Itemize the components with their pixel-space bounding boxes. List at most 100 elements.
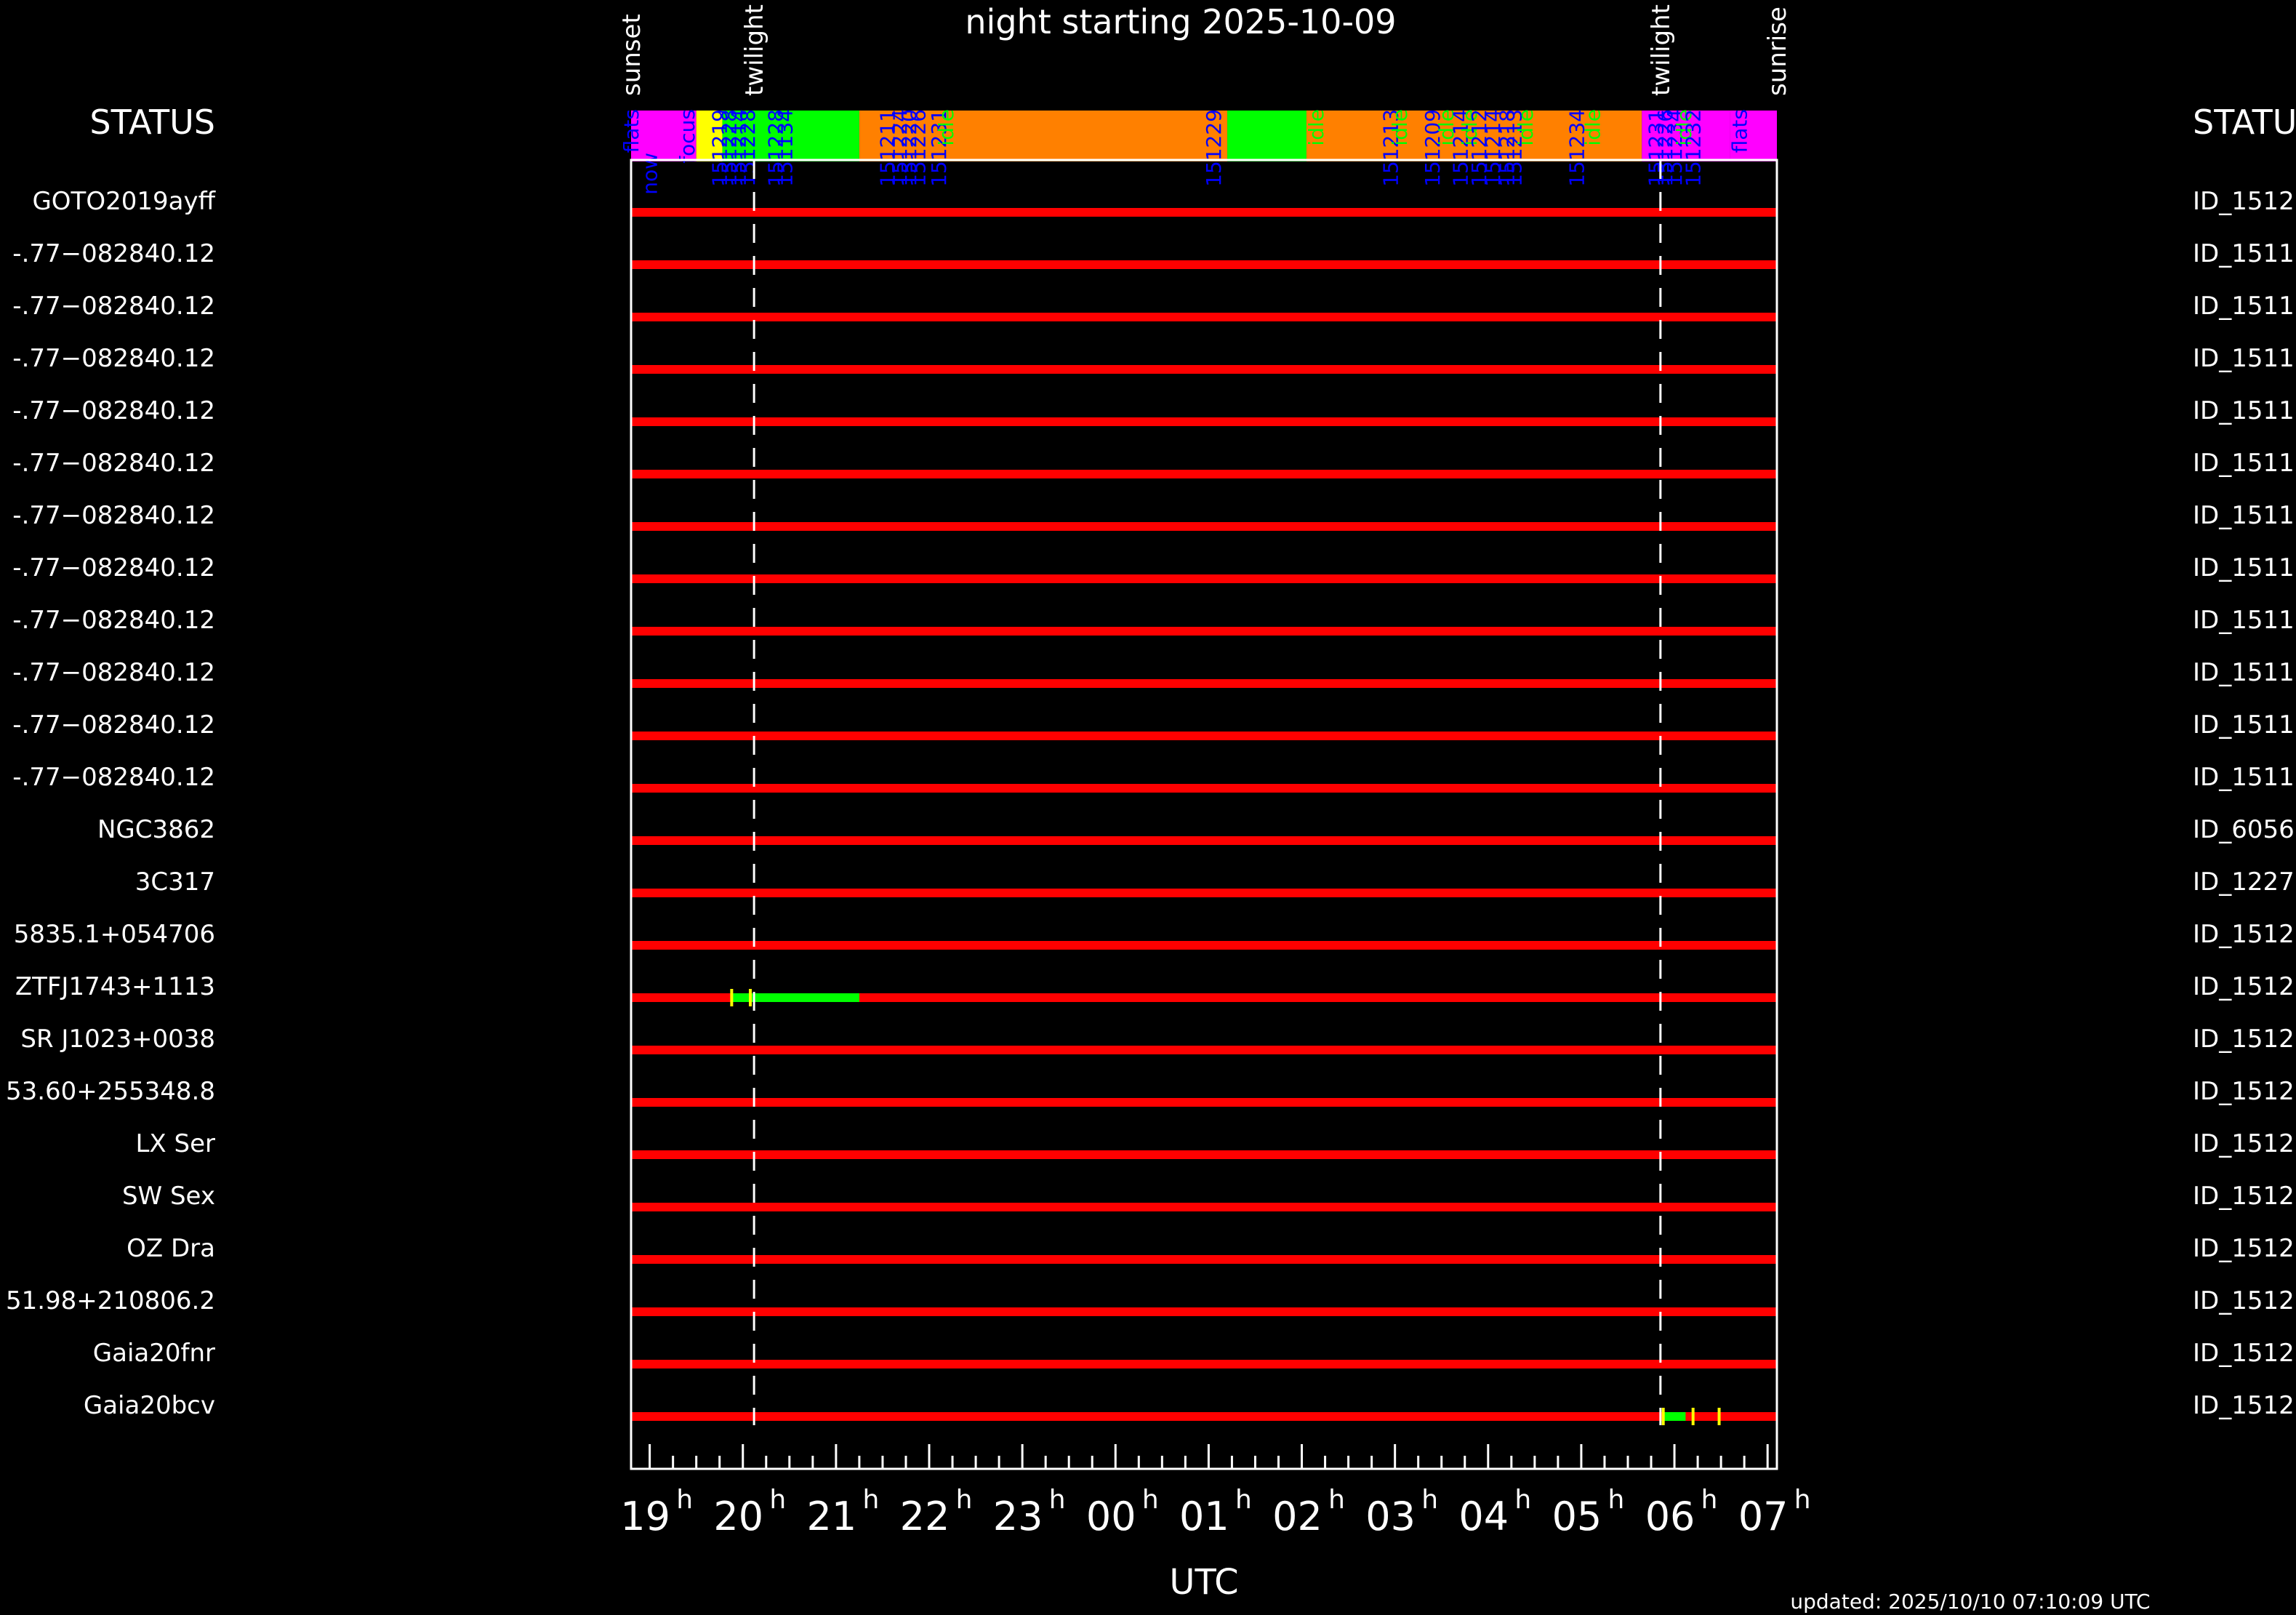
row-bar [631, 208, 1777, 217]
target-id: ID_1511 [2193, 344, 2295, 373]
tick-label: 23 [993, 1494, 1043, 1539]
target-id: ID_1511 [2193, 763, 2295, 792]
status-label-left: STATUS [89, 103, 215, 142]
annotation-label: 151224 [888, 109, 912, 187]
target-name: ZTFJ1743+1113 [15, 972, 215, 1001]
row-bar [631, 365, 1777, 374]
target-id: ID_1512 [2193, 1391, 2295, 1420]
tick-label: 21 [807, 1494, 857, 1539]
row-bar [631, 993, 1777, 1002]
status-segment [1306, 111, 1642, 161]
sun-events: sunset twilight twilight sunrise [617, 4, 1792, 1425]
target-name: 51.98+210806.2 [6, 1286, 215, 1315]
annotation-label: 151231 [1644, 109, 1668, 187]
annotation-label: idle [1514, 109, 1538, 146]
tick-suffix: h [1049, 1485, 1066, 1515]
annotation-label: 151212 [1467, 109, 1491, 187]
row-bar [631, 522, 1777, 531]
row-bar [631, 1360, 1777, 1368]
target-rows: GOTO2019ayff ID_1512 -.77−082840.12 ID_1511… [6, 187, 2295, 1425]
annotation-label: 151228 [718, 109, 742, 187]
annotation-label: 151214 [726, 109, 750, 187]
sun-event-label: sunset [617, 14, 646, 96]
target-id: ID_1511 [2193, 553, 2295, 582]
target-name: -.77−082840.12 [12, 449, 215, 478]
annotation-label: 151229 [1202, 109, 1226, 187]
target-name: -.77−082840.12 [12, 396, 215, 425]
event-mark [1661, 1408, 1665, 1425]
tick-label: 20 [713, 1494, 763, 1539]
row-bar [631, 1412, 1777, 1421]
target-name: -.77−082840.12 [12, 763, 215, 792]
target-id: ID_1512 [2193, 1077, 2295, 1106]
sun-event-label: twilight [1647, 4, 1676, 96]
annotation-label: idle [1304, 109, 1328, 146]
target-name: Gaia20bcv [84, 1391, 215, 1420]
tick-label: 06 [1645, 1494, 1695, 1539]
status-segment [859, 111, 1228, 161]
target-name: 5835.1+054706 [14, 920, 215, 949]
target-id: ID_1512 [2193, 1182, 2295, 1211]
status-bar [631, 111, 1777, 161]
observed-segment [1663, 1412, 1686, 1421]
annotation-label: idle [1458, 109, 1482, 146]
event-mark [730, 989, 734, 1006]
annotation-label: idle [1581, 109, 1605, 146]
target-id: ID_1511 [2193, 292, 2295, 321]
annotation-label: 151211 [875, 109, 899, 187]
annotation-label: 151234 [1663, 109, 1687, 187]
status-segment [696, 111, 723, 161]
plot-frame [630, 159, 1778, 1470]
annotation-label: flats [619, 109, 643, 153]
annotation-label: 151220 [897, 109, 921, 187]
target-name: Gaia20fnr [93, 1339, 215, 1368]
target-id: ID_1511 [2193, 501, 2295, 530]
target-name: SW Sex [122, 1182, 215, 1211]
annotation-label: 151213 [1378, 109, 1402, 187]
tick-suffix: h [1514, 1485, 1531, 1515]
row-bar [631, 1307, 1777, 1316]
annotation-label: 151232 [1682, 109, 1706, 187]
target-id: ID_1511 [2193, 658, 2295, 687]
target-id: ID_1512 [2193, 920, 2295, 949]
tick-suffix: h [1794, 1485, 1811, 1515]
x-axis-label: UTC [1169, 1562, 1238, 1603]
status-segment [722, 111, 859, 161]
target-name: -.77−082840.12 [12, 710, 215, 740]
target-id: ID_1227 [2193, 867, 2295, 897]
annotation-label: 151209 [1421, 109, 1445, 187]
target-name: -.77−082840.12 [12, 344, 215, 373]
annotation-label: 151219 [708, 109, 732, 187]
row-bar [631, 1098, 1777, 1107]
tick-suffix: h [1328, 1485, 1345, 1515]
row-bar [631, 941, 1777, 950]
target-name: -.77−082840.12 [12, 292, 215, 321]
target-name: OZ Dra [127, 1234, 215, 1263]
event-mark [1691, 1408, 1695, 1425]
tick-suffix: h [1142, 1485, 1159, 1515]
updated-timestamp: updated: 2025/10/10 07:10:09 UTC [1790, 1590, 2150, 1614]
row-bar [631, 574, 1777, 583]
annotation-label: 151231 [927, 109, 951, 187]
target-name: -.77−082840.12 [12, 501, 215, 530]
target-id: ID_1511 [2193, 606, 2295, 635]
target-name: 3C317 [135, 867, 215, 897]
row-bar [631, 889, 1777, 897]
tick-suffix: h [956, 1485, 973, 1515]
annotation-label: idle [1672, 109, 1696, 146]
row-bar [631, 784, 1777, 793]
target-id: ID_1511 [2193, 449, 2295, 478]
status-label-right: STATUS [2193, 103, 2296, 142]
tick-suffix: h [1235, 1485, 1252, 1515]
row-bar [631, 627, 1777, 636]
annotation-label: idle [934, 109, 958, 146]
annotation-label: 151214 [1481, 109, 1505, 187]
row-bar [631, 679, 1777, 688]
row-bar [631, 1203, 1777, 1211]
target-name: GOTO2019ayff [32, 187, 216, 216]
tick-label: 00 [1086, 1494, 1136, 1539]
tick-label: 01 [1179, 1494, 1229, 1539]
row-bar [631, 313, 1777, 321]
target-name: -.77−082840.12 [12, 239, 215, 268]
